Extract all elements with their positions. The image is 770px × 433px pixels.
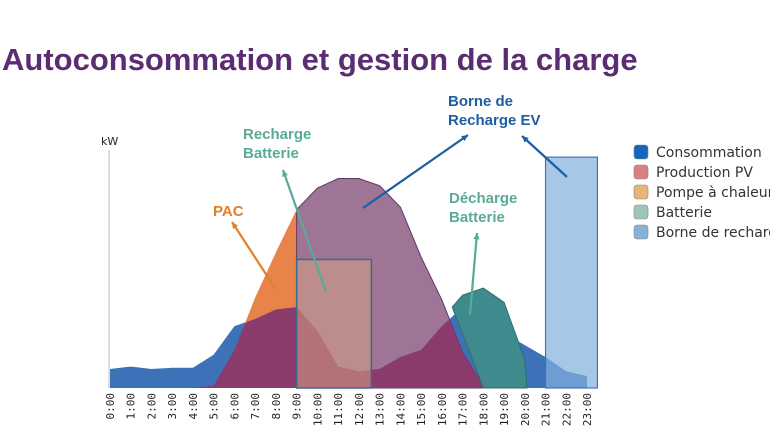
annotation-arrow bbox=[521, 135, 568, 178]
x-tick-label: 14:00 bbox=[394, 393, 407, 426]
pv-selfconsumption-area bbox=[192, 307, 505, 388]
x-tick-label: 16:00 bbox=[436, 393, 449, 426]
x-tick-label: 15:00 bbox=[415, 393, 428, 426]
x-tick-label: 21:00 bbox=[540, 393, 553, 426]
legend-label: Consommation bbox=[656, 145, 762, 161]
x-tick-label: 20:00 bbox=[519, 393, 532, 426]
x-tick-label: 9:00 bbox=[291, 393, 304, 420]
annotation-arrow bbox=[362, 134, 469, 209]
legend-swatch bbox=[633, 164, 649, 180]
x-tick-label: 19:00 bbox=[498, 393, 511, 426]
annotation-label: Recharge EV bbox=[448, 112, 541, 129]
annotation-label: Batterie bbox=[449, 209, 505, 226]
y-axis-label: kW bbox=[101, 135, 118, 148]
legend-swatch bbox=[633, 224, 649, 240]
annotation-arrow bbox=[468, 232, 479, 316]
x-tick-label: 17:00 bbox=[457, 393, 470, 426]
x-tick-label: 12:00 bbox=[353, 393, 366, 426]
annotation-label: Batterie bbox=[243, 145, 299, 162]
x-tick-label: 2:00 bbox=[145, 393, 158, 420]
arrowhead-icon bbox=[473, 233, 480, 240]
x-tick-label: 1:00 bbox=[125, 393, 138, 420]
annotation-label: Recharge bbox=[243, 126, 311, 143]
arrowhead-icon bbox=[522, 136, 529, 143]
annotation-label: PAC bbox=[213, 203, 244, 220]
x-tick-label: 18:00 bbox=[477, 393, 490, 426]
x-tick-label: 3:00 bbox=[166, 393, 179, 420]
battery-charge-area bbox=[295, 258, 373, 389]
x-tick-label: 6:00 bbox=[228, 393, 241, 420]
x-tick-label: 7:00 bbox=[249, 393, 262, 420]
x-tick-label: 5:00 bbox=[208, 393, 221, 420]
ev-charging-area bbox=[544, 156, 598, 389]
annotation-label: Décharge bbox=[449, 190, 517, 207]
legend-swatch bbox=[633, 184, 649, 200]
x-tick-label: 23:00 bbox=[581, 393, 594, 426]
x-tick-label: 4:00 bbox=[187, 393, 200, 420]
x-tick-label: 13:00 bbox=[374, 393, 387, 426]
x-tick-label: 8:00 bbox=[270, 393, 283, 420]
annotation-arrow bbox=[231, 221, 276, 289]
arrowhead-icon bbox=[282, 170, 288, 177]
x-tick-label: 11:00 bbox=[332, 393, 345, 426]
x-tick-label: 10:00 bbox=[311, 393, 324, 426]
legend-swatch bbox=[633, 204, 649, 220]
legend-label: Batterie bbox=[656, 205, 712, 221]
x-tick-label: 22:00 bbox=[560, 393, 573, 426]
slide-title: Autoconsommation et gestion de la charge bbox=[2, 42, 638, 77]
x-tick-label: 0:00 bbox=[104, 393, 117, 420]
legend-swatch bbox=[633, 144, 649, 160]
arrowhead-icon bbox=[461, 135, 468, 142]
legend-label: Borne de recharg bbox=[656, 225, 770, 241]
legend-label: Production PV bbox=[656, 165, 753, 181]
arrowhead-icon bbox=[232, 222, 238, 229]
legend-label: Pompe à chaleur bbox=[656, 185, 770, 201]
annotation-arrow bbox=[281, 169, 328, 293]
annotation-label: Borne de bbox=[448, 93, 513, 110]
